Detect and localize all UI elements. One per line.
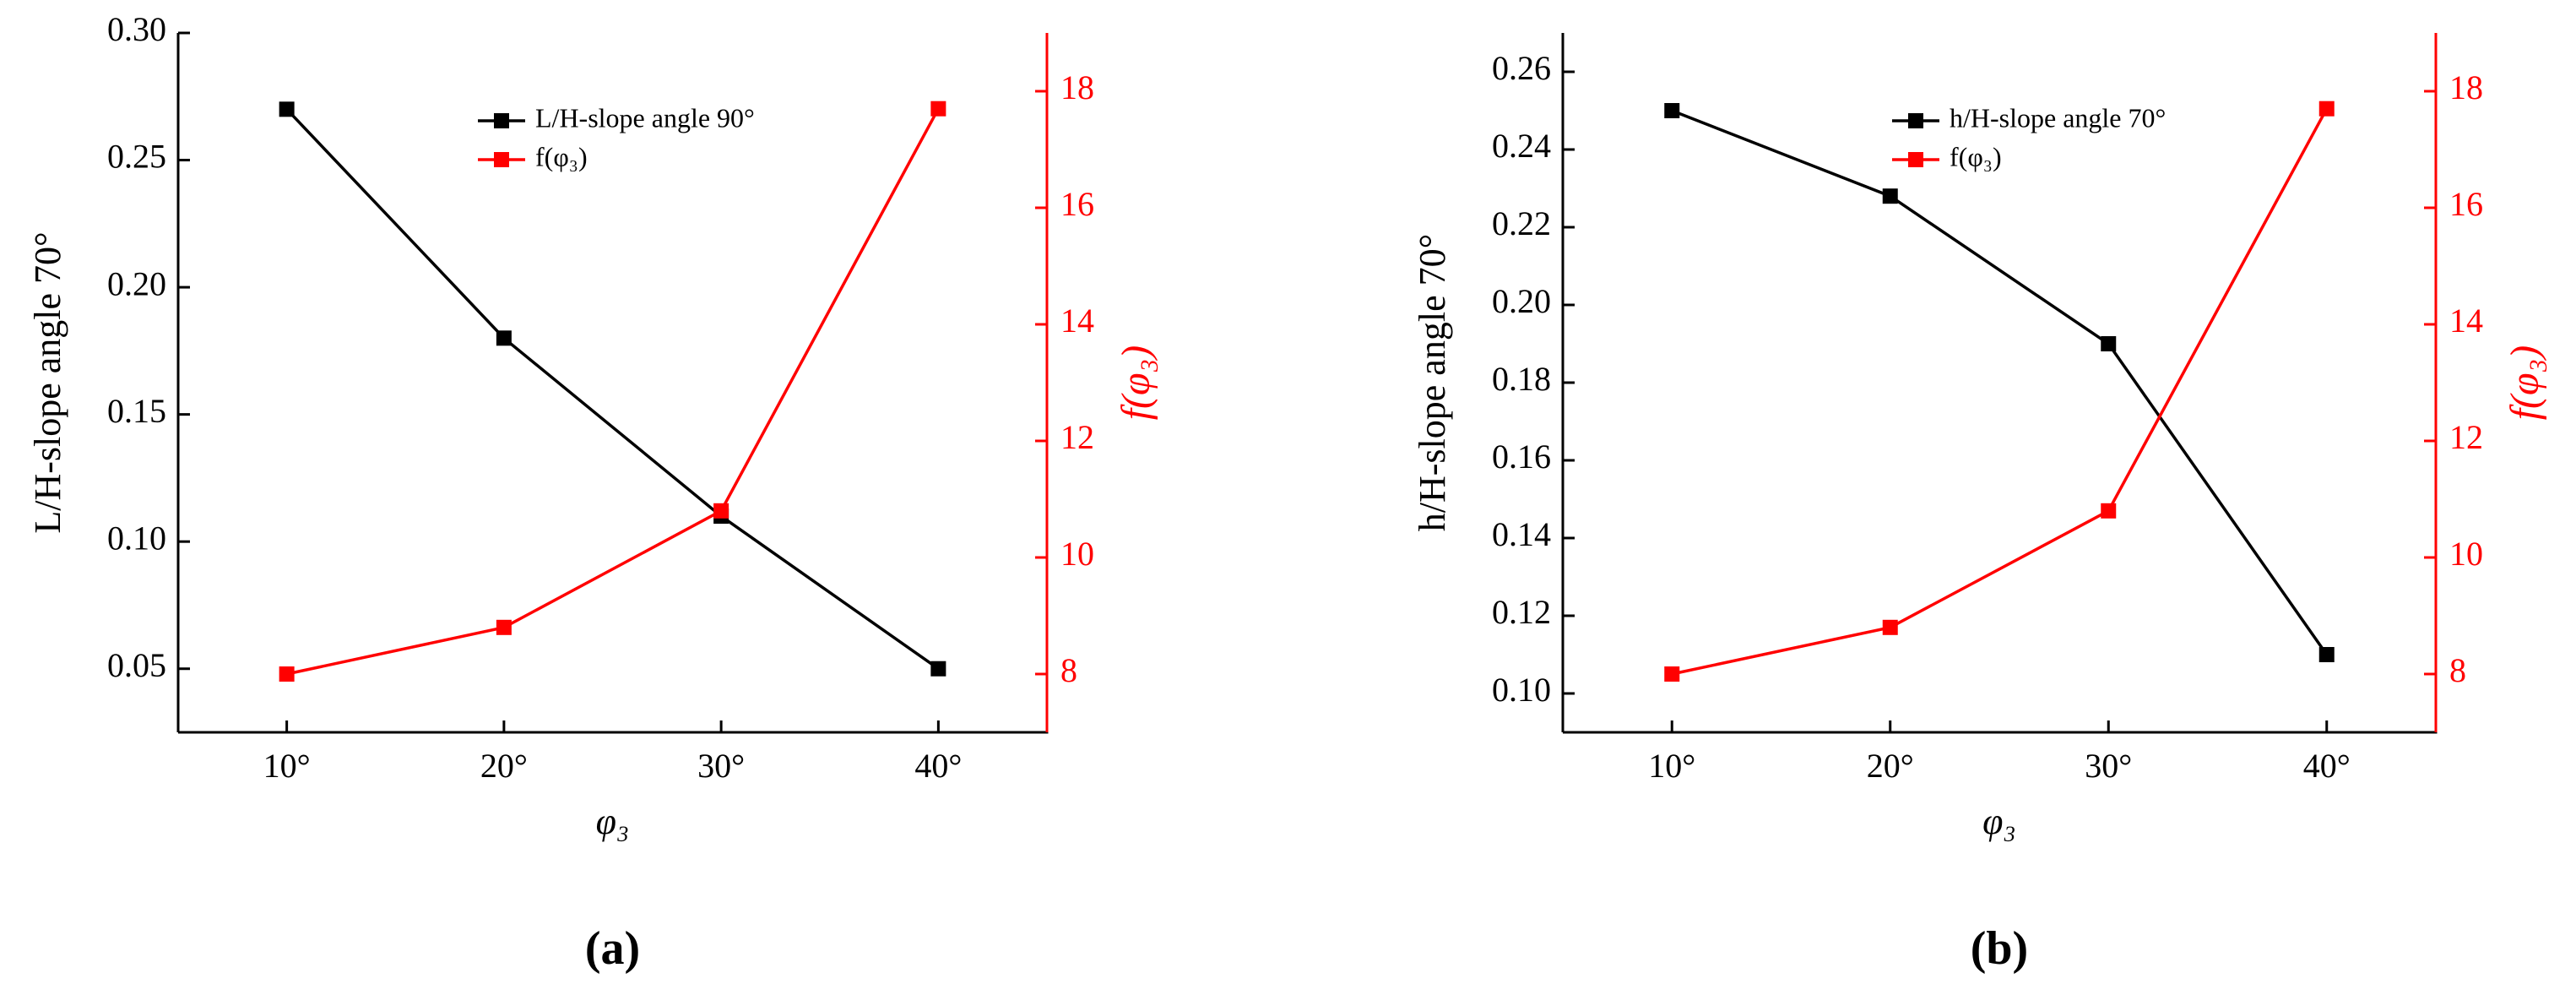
series-line [285, 108, 940, 671]
legend-marker [1908, 152, 1923, 167]
legend-label: h/H-slope angle 70° [1950, 102, 2166, 133]
marker [1882, 188, 1898, 204]
marker [2101, 503, 2117, 519]
y-tick-label: 0.24 [1492, 127, 1551, 165]
x-tick-label: 40° [2303, 747, 2351, 785]
x-tick-label: 20° [1867, 747, 1914, 785]
x-tick-label: 30° [2085, 747, 2132, 785]
y-tick-label: 0.18 [1492, 360, 1551, 398]
y2-tick-label: 14 [2449, 302, 2483, 340]
marker [2101, 336, 2117, 351]
y2-tick-label: 14 [1060, 302, 1094, 340]
marker [713, 503, 729, 519]
legend-marker [1908, 113, 1923, 128]
y2-axis-label: f(φ₃) [2503, 345, 2547, 421]
legend-label: L/H-slope angle 90° [535, 102, 755, 133]
y2-tick-label: 16 [2449, 185, 2483, 223]
legend-marker [494, 152, 509, 167]
y2-tick-label: 10 [1060, 535, 1094, 573]
y2-tick-label: 12 [1060, 418, 1094, 456]
y-tick-label: 0.30 [107, 10, 166, 48]
marker [496, 619, 512, 635]
y-tick-label: 0.20 [1492, 282, 1551, 320]
y-tick-label: 0.22 [1492, 204, 1551, 242]
y-tick-label: 0.25 [107, 138, 166, 176]
caption: (a) [585, 922, 640, 975]
marker [2318, 647, 2335, 662]
caption: (b) [1971, 922, 2028, 975]
y-tick-label: 0.16 [1492, 438, 1551, 476]
x-tick-label: 40° [914, 747, 962, 785]
x-tick-label: 10° [1648, 747, 1695, 785]
series-line [286, 107, 940, 676]
y-tick-label: 0.15 [107, 392, 166, 430]
y-axis-label: L/H-slope angle 70° [27, 231, 68, 533]
x-axis-label: φ₃ [1982, 801, 2016, 842]
marker [279, 101, 295, 117]
x-tick-label: 10° [263, 747, 311, 785]
y-tick-label: 0.14 [1492, 515, 1551, 553]
y2-tick-label: 18 [1060, 68, 1094, 106]
marker [930, 661, 946, 677]
y2-tick-label: 8 [2449, 651, 2466, 689]
marker [1664, 103, 1680, 118]
y-tick-label: 0.10 [1492, 671, 1551, 709]
marker [279, 666, 295, 682]
y2-tick-label: 10 [2449, 535, 2483, 573]
chart: 10° 20° 30° 40° 0.10 0.12 0.14 0.16 0.18 0.20 0.22… [1412, 33, 2547, 975]
marker [496, 330, 512, 346]
y2-axis-label: f(φ₃) [1114, 345, 1158, 421]
y2-tick-label: 16 [1060, 185, 1094, 223]
x-tick-label: 30° [697, 747, 745, 785]
legend-label: f(φ₃) [1950, 141, 2002, 171]
y-tick-label: 0.20 [107, 264, 166, 302]
y-axis-label: h/H-slope angle 70° [1412, 234, 1453, 531]
legend-marker [494, 113, 509, 128]
x-axis-label: φ₃ [596, 801, 630, 842]
legend-label: f(φ₃) [535, 141, 588, 171]
y-tick-label: 0.10 [107, 519, 166, 557]
marker [2318, 101, 2335, 117]
y2-tick-label: 8 [1060, 651, 1077, 689]
y-tick-label: 0.05 [107, 646, 166, 684]
series-line [1671, 109, 2329, 656]
marker [1664, 666, 1680, 682]
y-tick-label: 0.26 [1492, 49, 1551, 87]
marker [930, 101, 946, 117]
y2-tick-label: 18 [2449, 68, 2483, 106]
x-tick-label: 20° [480, 747, 528, 785]
series-line [1671, 107, 2329, 676]
chart: 10° 20° 30° 40° 0.05 0.10 0.15 0.20 0.25 0.30 8 10 1… [27, 10, 1158, 975]
y-tick-label: 0.12 [1492, 593, 1551, 631]
y2-tick-label: 12 [2449, 418, 2483, 456]
marker [1882, 619, 1898, 635]
